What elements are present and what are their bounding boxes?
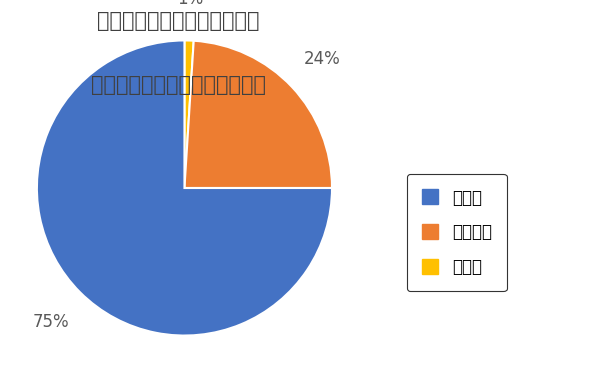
Text: 75%: 75% — [33, 312, 69, 331]
Text: 1%: 1% — [177, 0, 203, 8]
Text: 全国に占める割合（令和３年）: 全国に占める割合（令和３年） — [91, 75, 266, 95]
Wedge shape — [37, 41, 332, 335]
Legend: 静岡県, 神奈川県, その他: 静岡県, 神奈川県, その他 — [407, 174, 507, 291]
Wedge shape — [184, 41, 332, 188]
Wedge shape — [184, 41, 194, 188]
Text: 24%: 24% — [304, 50, 340, 68]
Text: まかじき（冷凍）上場水揚量: まかじき（冷凍）上場水揚量 — [97, 11, 260, 31]
